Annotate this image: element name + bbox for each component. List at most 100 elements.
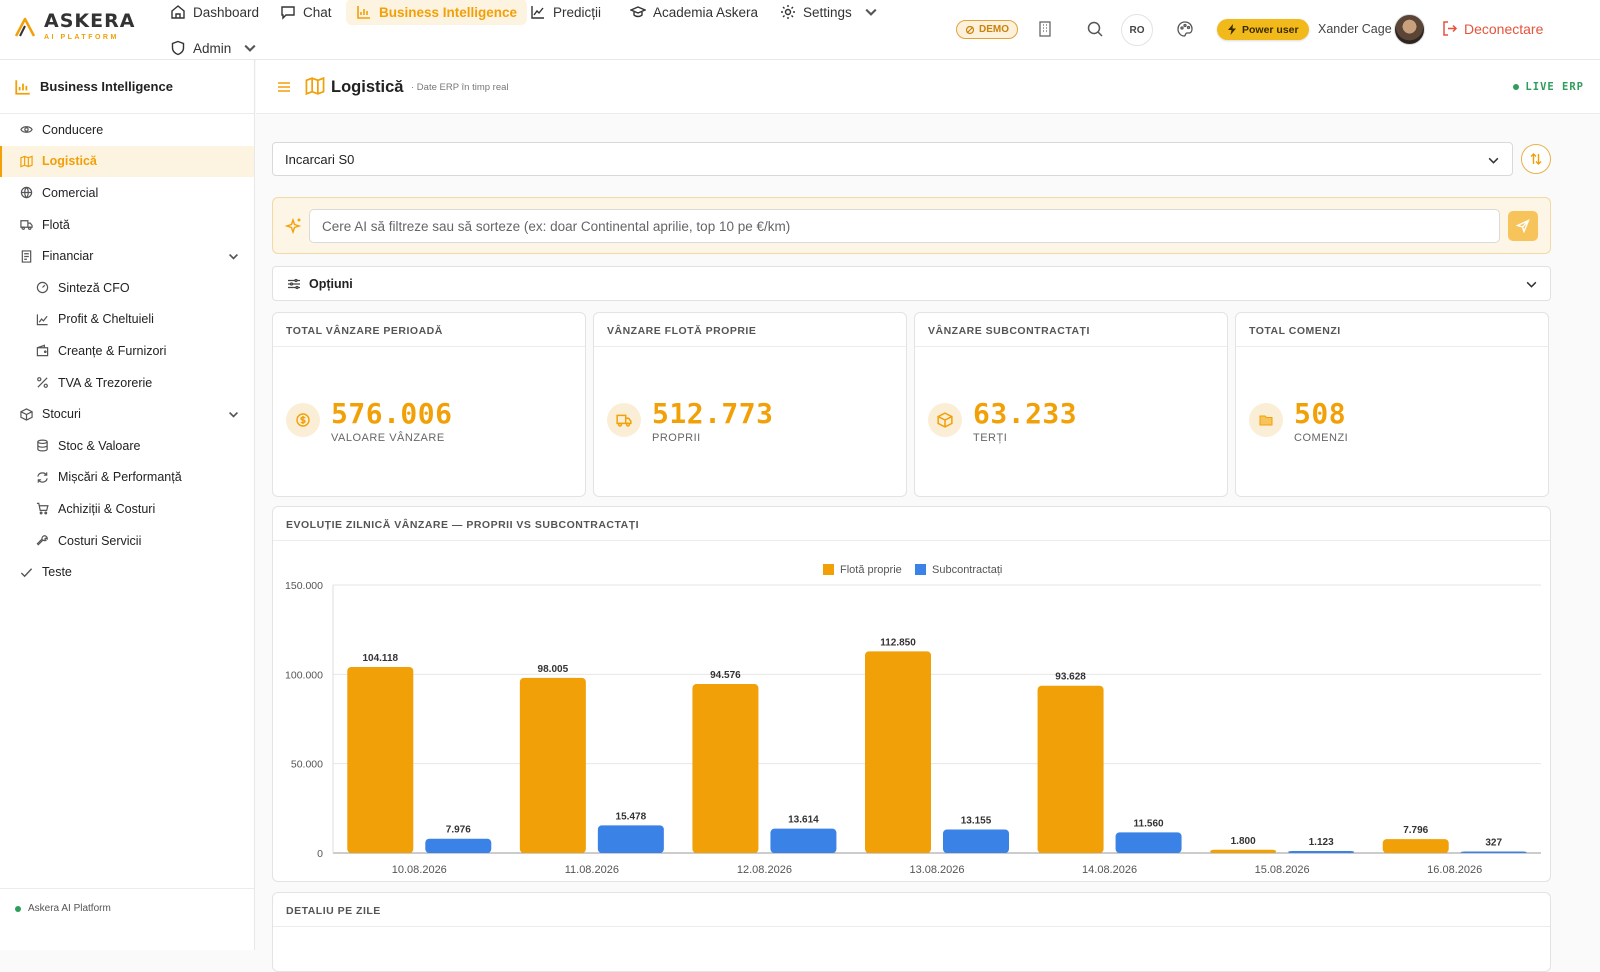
sidebar-header: Business Intelligence — [0, 60, 254, 114]
data-label: 13.614 — [788, 815, 819, 826]
kpi-label: PROPRII — [652, 432, 701, 444]
nav-dashboard[interactable]: Dashboard — [160, 0, 269, 25]
sidebar-list: Conducere Logistică Comercial Flotă Fina… — [0, 114, 254, 588]
nav-label: Business Intelligence — [379, 4, 518, 20]
data-label: 98.005 — [538, 664, 569, 675]
y-tick-label: 100.000 — [285, 669, 323, 681]
status-dot — [15, 906, 21, 912]
x-tick-label: 16.08.2026 — [1427, 864, 1482, 876]
main-content: Logistică · Date ERP în timp real LIVE E… — [256, 60, 1600, 972]
data-label: 11.560 — [1134, 818, 1164, 829]
logout-icon — [1443, 21, 1458, 36]
bar — [1037, 685, 1104, 853]
data-label: 1.800 — [1231, 836, 1256, 847]
kpi-value: 512.773 — [652, 397, 774, 430]
ai-send-button[interactable] — [1508, 211, 1538, 241]
bar — [770, 828, 837, 853]
bar — [425, 838, 492, 853]
sidebar-item-financiar[interactable]: Financiar — [0, 240, 254, 272]
page-subtitle: · Date ERP în timp real — [411, 82, 509, 93]
chevron-down-icon — [865, 8, 877, 16]
bar — [597, 825, 664, 853]
data-label: 93.628 — [1055, 672, 1086, 683]
sidebar-item-stoc-valoare[interactable]: Stoc & Valoare — [0, 430, 254, 462]
sort-button[interactable] — [1521, 144, 1551, 174]
sidebar-item-teste[interactable]: Teste — [0, 556, 254, 588]
data-label: 104.118 — [362, 653, 398, 664]
page-title: Logistică — [331, 78, 404, 96]
sidebar-item-costuri-servicii[interactable]: Costuri Servicii — [0, 525, 254, 557]
sidebar-item-conducere[interactable]: Conducere — [0, 114, 254, 146]
page-header: Logistică · Date ERP în timp real LIVE E… — [256, 60, 1600, 114]
nav-chat[interactable]: Chat — [270, 0, 342, 25]
palette-icon[interactable] — [1175, 19, 1195, 39]
logo[interactable]: ASKERA AI PLATFORM — [14, 12, 135, 41]
report-select[interactable]: Incarcari S0 — [272, 142, 1513, 176]
map-icon — [20, 155, 33, 168]
line-chart-icon — [36, 314, 48, 326]
sidebar-item-profit-cheltuieli[interactable]: Profit & Cheltuieli — [0, 304, 254, 336]
brand-name: ASKERA — [44, 10, 136, 32]
bar — [519, 677, 586, 853]
chevron-down-icon — [229, 412, 238, 418]
detail-title: DETALIU PE ZILE — [273, 893, 1550, 927]
kpi-value: 576.006 — [331, 397, 453, 430]
sidebar-item-creante-furnizori[interactable]: Creanțe & Furnizori — [0, 335, 254, 367]
data-label: 15.478 — [616, 811, 647, 822]
sidebar-item-logistica[interactable]: Logistică — [0, 145, 254, 178]
bar — [1210, 849, 1277, 853]
wallet-icon — [36, 345, 49, 357]
map-icon — [305, 76, 325, 96]
bar-chart-icon — [15, 79, 30, 95]
x-tick-label: 15.08.2026 — [1255, 864, 1310, 876]
data-label: 1.123 — [1309, 837, 1334, 848]
search-icon[interactable] — [1085, 19, 1105, 39]
box-icon — [928, 403, 962, 437]
data-label: 7.796 — [1403, 825, 1428, 836]
sidebar-item-stocuri[interactable]: Stocuri — [0, 398, 254, 430]
nav-business-intelligence[interactable]: Business Intelligence — [346, 0, 528, 25]
graduation-cap-icon — [630, 6, 646, 18]
nav-label: Predicții — [553, 4, 602, 20]
avatar[interactable] — [1394, 14, 1425, 45]
nav-settings[interactable]: Settings — [770, 0, 889, 25]
chart-card: EVOLUȚIE ZILNICĂ VÂNZARE — PROPRII VS SU… — [272, 506, 1551, 882]
y-tick-label: 150.000 — [285, 580, 323, 592]
top-bar: ASKERA AI PLATFORM Dashboard Chat Busine… — [0, 0, 1600, 60]
logout-button[interactable]: Deconectare — [1441, 20, 1543, 37]
sidebar-footer: Askera AI Platform — [0, 888, 254, 950]
live-erp-indicator: LIVE ERP — [1513, 81, 1584, 93]
options-label: Opțiuni — [309, 276, 353, 291]
sidebar-item-comercial[interactable]: Comercial — [0, 177, 254, 209]
sidebar: Business Intelligence Conducere Logistic… — [0, 60, 255, 950]
bar — [1115, 832, 1182, 853]
kpi-label: TERȚI — [973, 432, 1008, 444]
language-button[interactable]: RO — [1121, 14, 1153, 46]
data-label: 7.976 — [446, 825, 471, 836]
building-icon[interactable] — [1035, 19, 1055, 39]
percent-icon — [37, 377, 48, 388]
nav-academia[interactable]: Academia Askera — [620, 0, 768, 25]
box-icon — [20, 407, 33, 421]
sidebar-item-achizitii-costuri[interactable]: Achiziții & Costuri — [0, 493, 254, 525]
x-tick-label: 10.08.2026 — [392, 864, 447, 876]
ai-filter-box — [272, 197, 1551, 254]
shield-icon — [171, 40, 185, 56]
refresh-icon — [37, 472, 48, 483]
brand-sub: AI PLATFORM — [44, 34, 119, 41]
send-icon — [1516, 219, 1530, 233]
ai-filter-input[interactable] — [309, 209, 1500, 243]
menu-icon[interactable] — [276, 79, 292, 95]
nav-admin[interactable]: Admin — [160, 35, 268, 61]
options-toggle[interactable]: Opțiuni — [272, 266, 1551, 301]
sidebar-item-sinteza-cfo[interactable]: Sinteză CFO — [0, 272, 254, 304]
sidebar-item-flota[interactable]: Flotă — [0, 209, 254, 241]
sidebar-item-tva-trezorerie[interactable]: TVA & Trezorerie — [0, 367, 254, 399]
chart-title: EVOLUȚIE ZILNICĂ VÂNZARE — PROPRII VS SU… — [273, 507, 1550, 541]
receipt-icon — [21, 249, 32, 263]
sidebar-item-miscari-performanta[interactable]: Mișcări & Performanță — [0, 462, 254, 494]
user-name: Xander Cage — [1318, 22, 1392, 36]
detail-card: DETALIU PE ZILE — [272, 892, 1551, 972]
nav-predictii[interactable]: Predicții — [520, 0, 611, 25]
kpi-row: TOTAL VÂNZARE PERIOADĂ 576.006 VALOARE V… — [272, 312, 1551, 497]
